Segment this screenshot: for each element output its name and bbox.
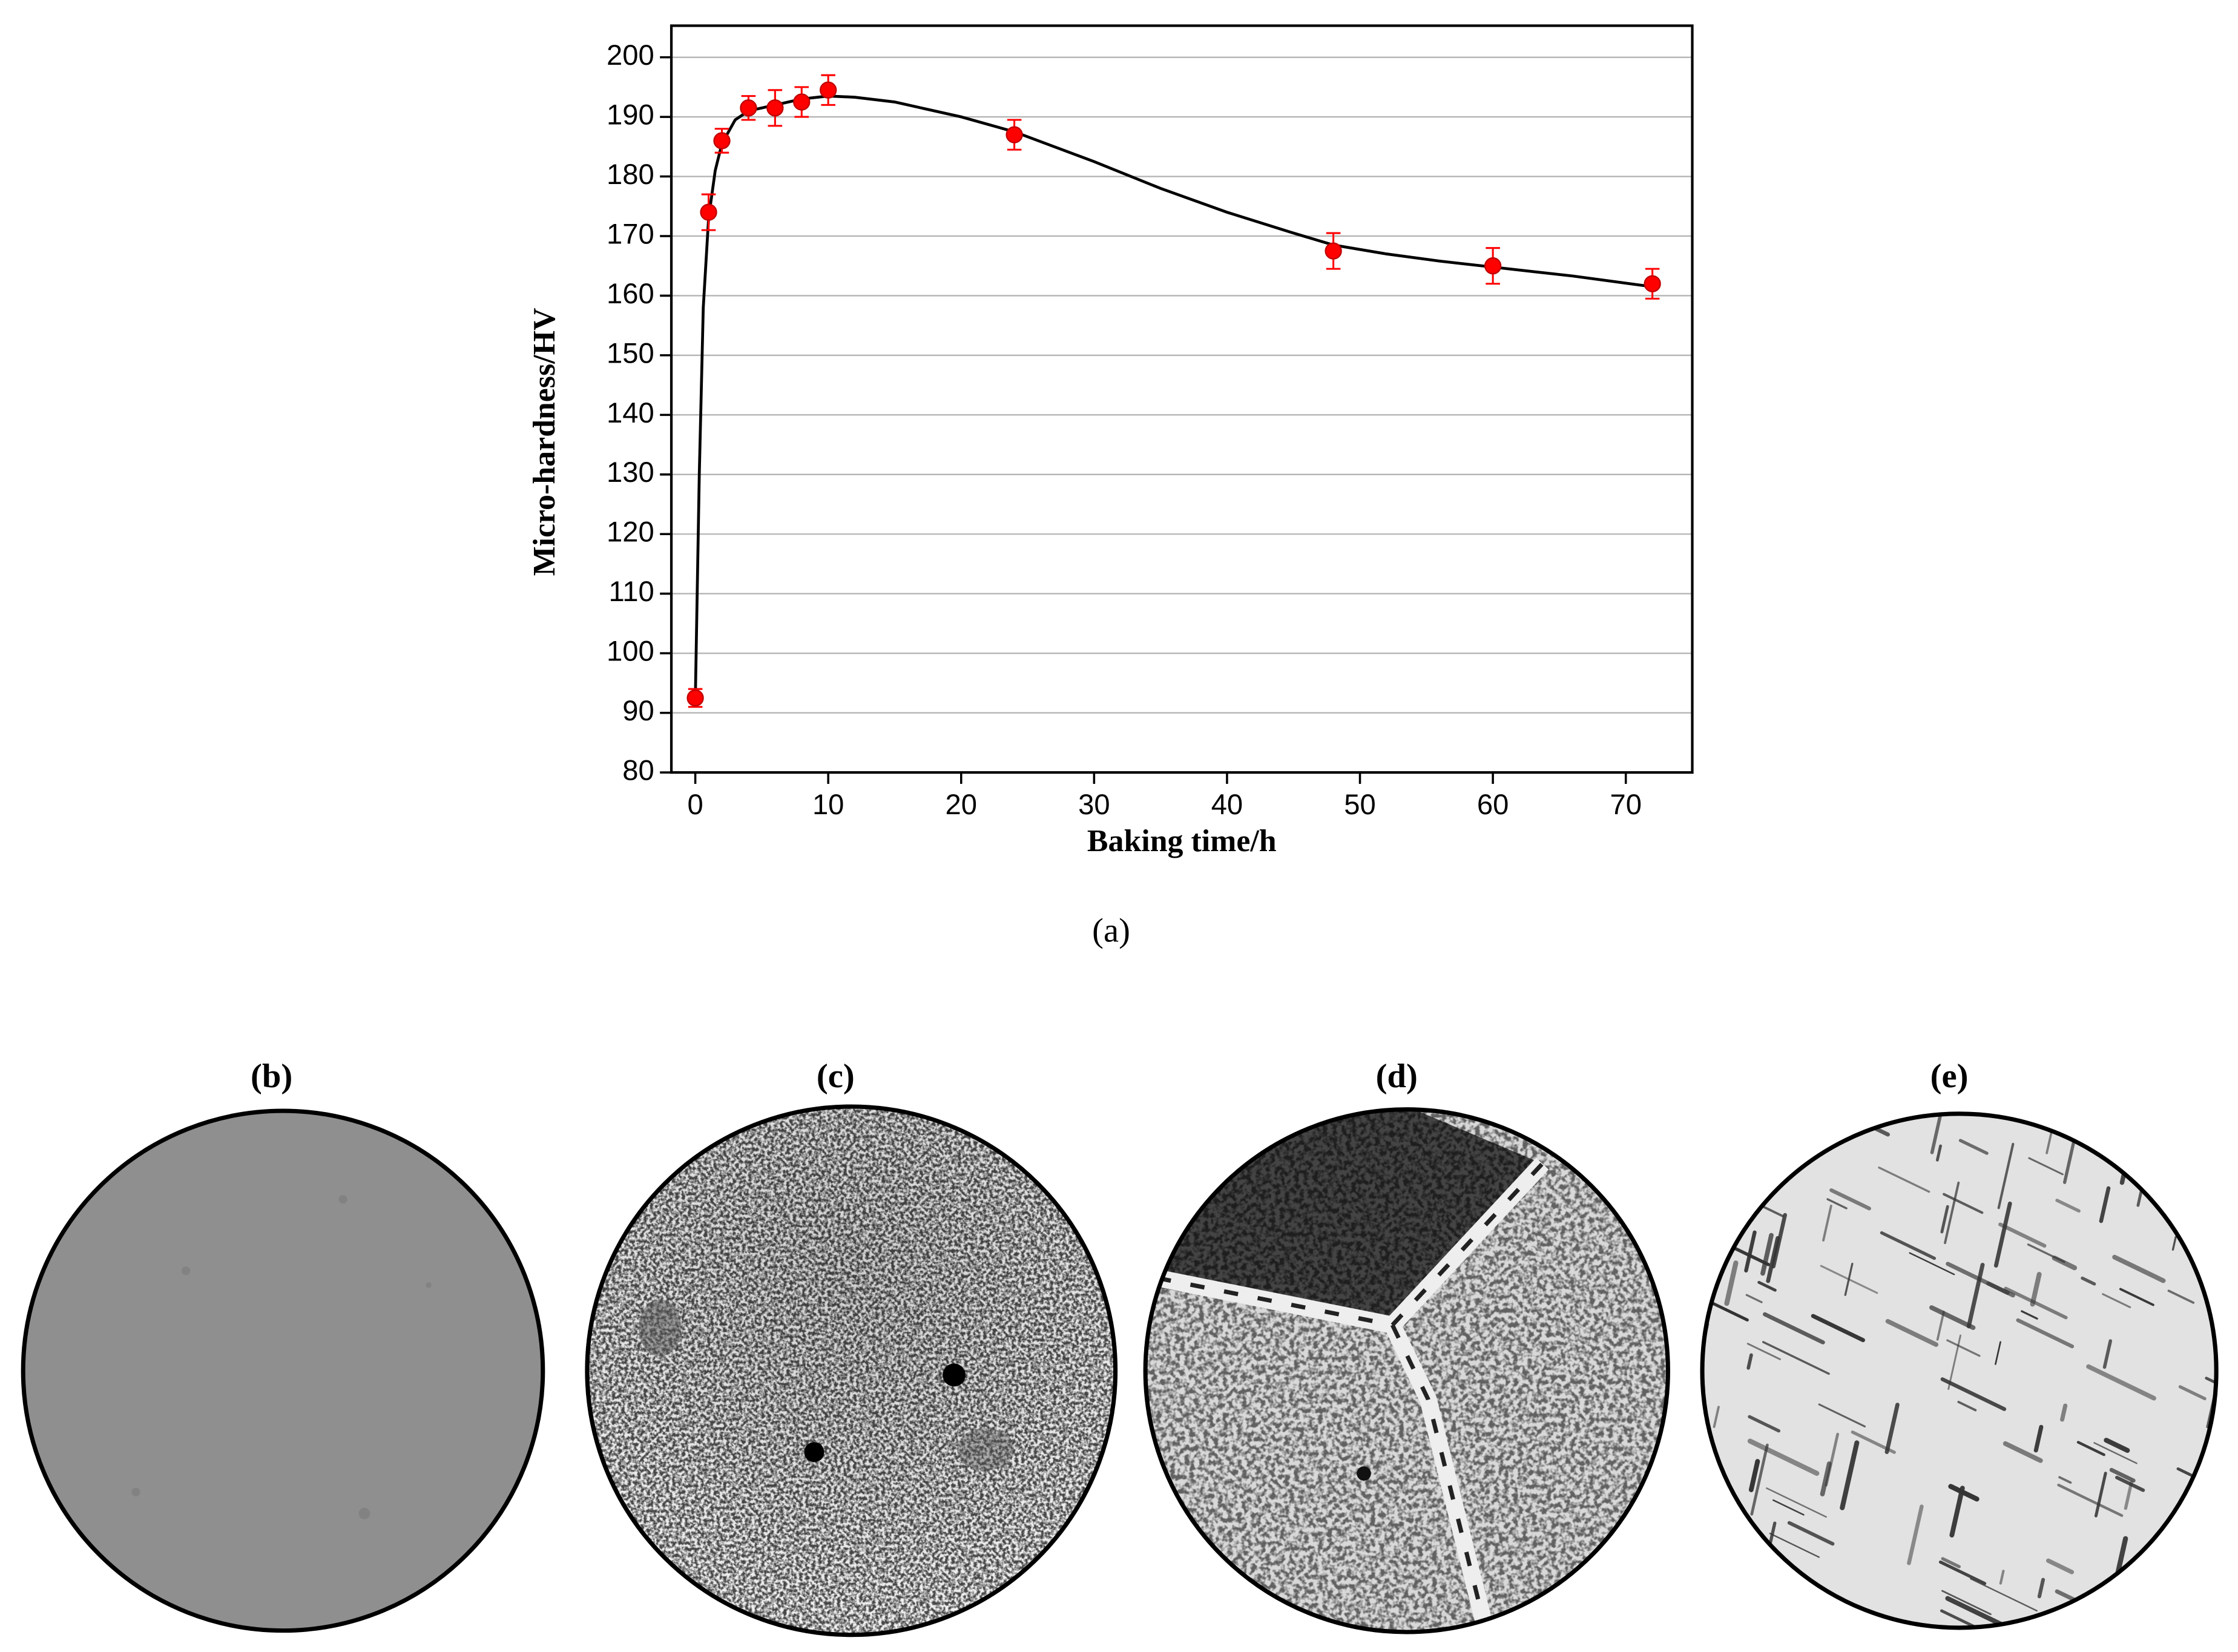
data-point — [1005, 126, 1023, 143]
caption: (a) — [1092, 912, 1130, 950]
x-tick-label: 50 — [1344, 788, 1375, 820]
y-tick-label: 190 — [607, 99, 654, 131]
data-point — [700, 203, 717, 221]
y-tick-label: 170 — [607, 217, 654, 249]
x-tick-label: 70 — [1610, 788, 1641, 820]
x-axis-label: Baking time/h — [1087, 824, 1277, 858]
x-tick-label: 60 — [1477, 788, 1509, 820]
data-point — [740, 99, 757, 117]
panel-label: (c) — [817, 1058, 855, 1095]
data-point — [1325, 242, 1342, 260]
data-point — [686, 689, 704, 707]
data-point — [713, 132, 731, 150]
data-point — [1644, 275, 1661, 292]
y-tick-label: 150 — [607, 337, 654, 369]
plot-frame — [670, 24, 1694, 774]
y-tick-label: 160 — [607, 277, 654, 309]
y-tick-label: 120 — [607, 516, 654, 548]
y-tick-label: 80 — [622, 754, 654, 786]
panel-label: (e) — [1930, 1058, 1969, 1095]
x-tick-label: 10 — [812, 788, 844, 820]
fit-line — [694, 94, 1653, 701]
data-point — [766, 99, 784, 117]
y-tick-label: 140 — [607, 397, 654, 429]
micrograph-b — [21, 1108, 545, 1633]
y-tick-label: 90 — [622, 694, 654, 726]
panel-label: (d) — [1376, 1058, 1418, 1095]
data-point — [1484, 257, 1502, 275]
data-point — [793, 93, 811, 111]
data-point — [820, 81, 837, 99]
micrograph-c — [585, 1104, 1118, 1637]
y-tick-label: 180 — [607, 158, 654, 190]
y-tick-label: 200 — [607, 39, 654, 71]
x-tick-label: 30 — [1078, 788, 1110, 820]
panel-label: (b) — [251, 1058, 292, 1095]
x-tick-label: 0 — [687, 788, 703, 820]
y-tick-label: 110 — [609, 575, 654, 607]
y-tick-label: 130 — [607, 456, 654, 488]
micrograph-e — [1700, 1111, 2219, 1630]
x-tick-label: 20 — [946, 788, 977, 820]
y-axis-label: Micro-hardness/HV — [527, 308, 562, 576]
y-tick-label: 100 — [607, 635, 654, 667]
micrograph-d — [1143, 1107, 1670, 1634]
x-tick-label: 40 — [1211, 788, 1243, 820]
